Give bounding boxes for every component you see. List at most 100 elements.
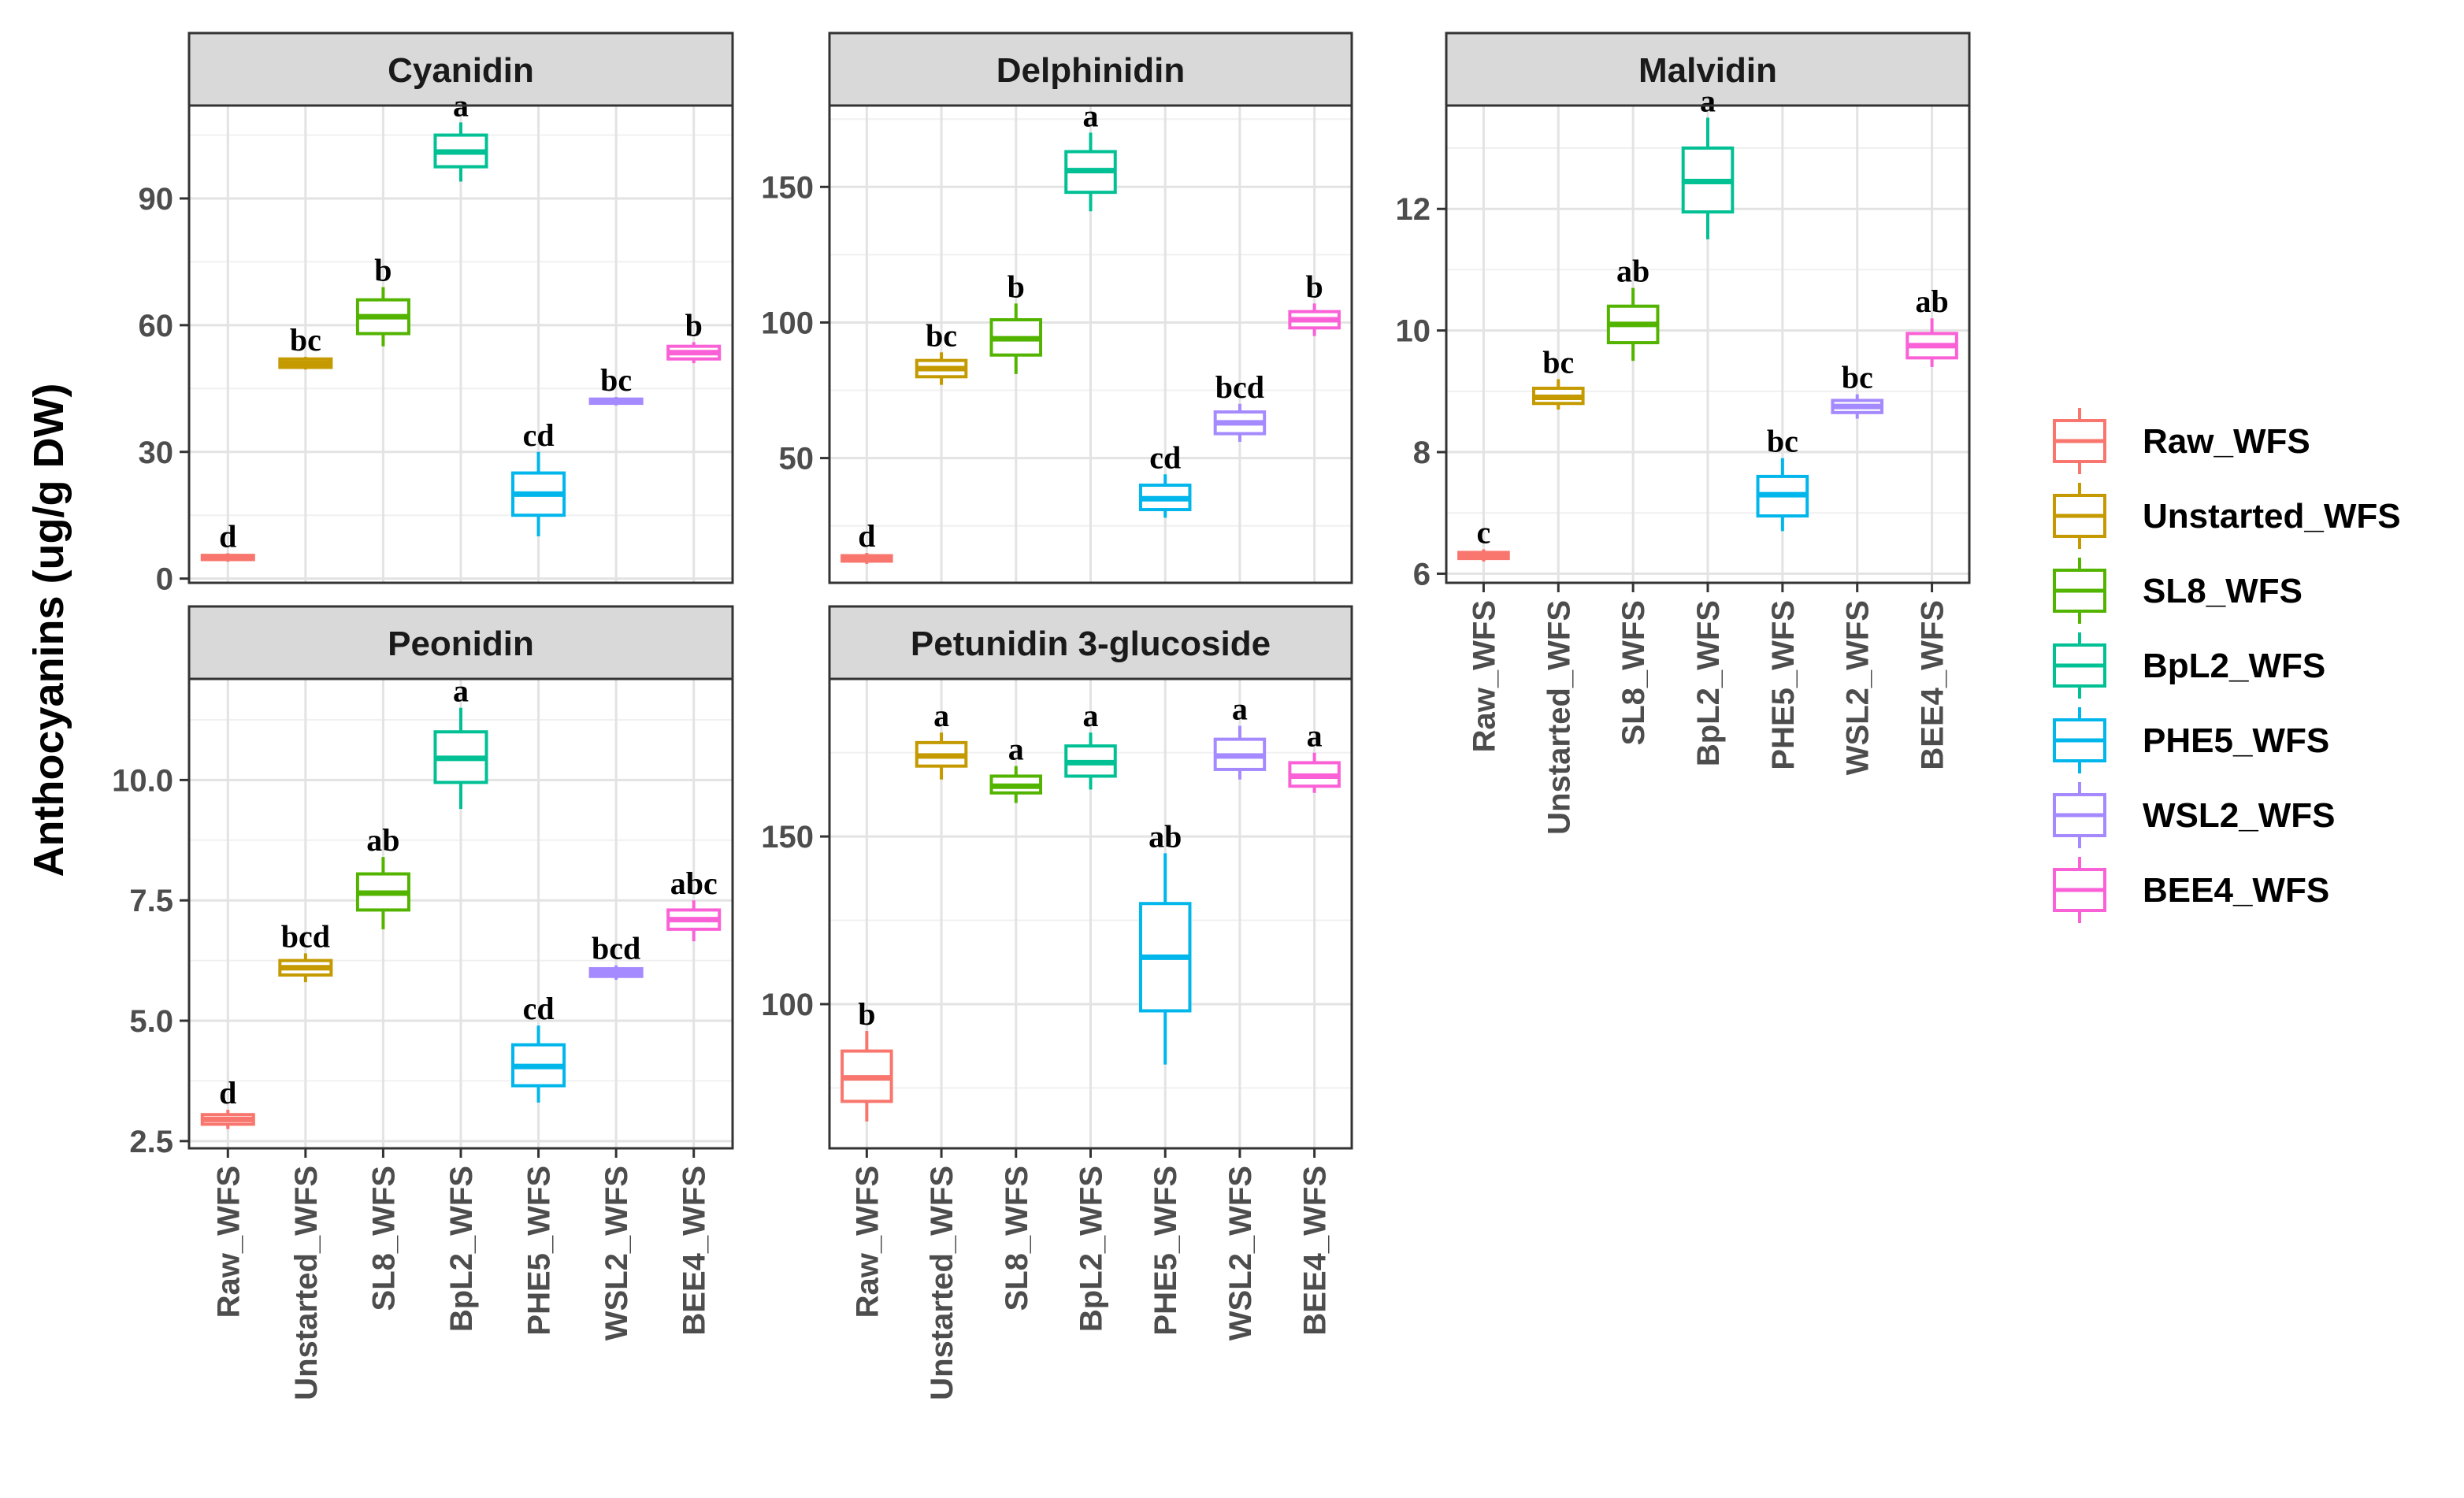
box-delphinidin-bpl2-wfs: a [1064, 98, 1117, 212]
significance-letter: a [1232, 692, 1248, 727]
x-tick-label: SL8_WFS [1616, 600, 1651, 745]
significance-letter: a [1700, 83, 1716, 118]
significance-letter: d [858, 518, 875, 554]
box-delphinidin-phe5-wfs: cd [1138, 439, 1192, 518]
legend-item-phe5-wfs: PHE5_WFS [2053, 707, 2329, 773]
x-tick-label: BEE4_WFS [677, 1166, 712, 1336]
x-tick-label: PHE5_WFS [1149, 1166, 1183, 1336]
strip-petunidin-3-glucoside [828, 605, 1353, 680]
strip-delphinidin [828, 32, 1353, 107]
x-tick-label: PHE5_WFS [522, 1166, 557, 1336]
significance-letter: bc [290, 322, 321, 358]
y-tick-label: 50 [779, 442, 815, 476]
x-tick-label: Unstarted_WFS [1542, 600, 1576, 835]
x-tick-label: BpL2_WFS [1074, 1166, 1109, 1332]
box-malvidin-raw-wfs: c [1457, 515, 1510, 562]
y-axis-label: Anthocyanins (ug/g DW) [25, 384, 72, 877]
box-cyanidin-bpl2-wfs: a [433, 87, 488, 182]
legend-label: BEE4_WFS [2143, 871, 2329, 910]
significance-letter: a [1083, 98, 1099, 133]
strip-title-cyanidin: Cyanidin [388, 51, 534, 90]
significance-letter: ab [1616, 254, 1649, 289]
box-cyanidin-raw-wfs: d [200, 518, 255, 562]
significance-letter: a [933, 698, 949, 733]
strip-peonidin [187, 605, 734, 680]
y-tick-label: 150 [761, 820, 814, 855]
significance-letter: bcd [592, 931, 640, 966]
box-petunidin-3-glucoside-bpl2-wfs: a [1064, 698, 1117, 790]
y-tick-label: 6 [1413, 557, 1431, 591]
box-malvidin-phe5-wfs: bc [1756, 424, 1809, 532]
significance-letter: d [219, 1075, 236, 1111]
x-tick-label: BpL2_WFS [444, 1166, 479, 1332]
x-tick-label: PHE5_WFS [1766, 600, 1801, 770]
box-cyanidin-sl8-wfs: b [355, 253, 410, 347]
strip-title-petunidin-3-glucoside: Petunidin 3-glucoside [911, 625, 1271, 663]
box-delphinidin-unstarted-wfs: bc [915, 317, 968, 385]
significance-letter: a [453, 673, 469, 709]
y-tick-label: 10 [1396, 314, 1431, 349]
x-tick-label: WSL2_WFS [1223, 1166, 1258, 1340]
y-tick-label: 8 [1413, 436, 1431, 470]
y-tick-label: 100 [761, 306, 814, 340]
panel-peonidin: Peonidin2.55.07.510.0dbcdabacdbcdabcRaw_… [112, 605, 734, 1400]
significance-letter: bc [1842, 360, 1873, 395]
legend: Raw_WFS Unstarted_WFS SL8_WFS BpL2_WFS PHE5_… [2053, 408, 2401, 923]
y-tick-label: 12 [1396, 192, 1431, 227]
legend-item-bpl2-wfs: BpL2_WFS [2053, 632, 2325, 699]
legend-item-wsl2-wfs: WSL2_WFS [2053, 782, 2335, 848]
legend-item-raw-wfs: Raw_WFS [2053, 408, 2310, 474]
y-tick-label: 90 [139, 182, 174, 217]
box-delphinidin-wsl2-wfs: bcd [1213, 369, 1267, 442]
x-tick-label: Raw_WFS [850, 1166, 885, 1318]
box-petunidin-3-glucoside-raw-wfs: b [841, 996, 893, 1122]
box-cyanidin-bee4-wfs: b [666, 307, 722, 364]
box-cyanidin-phe5-wfs: cd [511, 417, 566, 537]
x-tick-label: Unstarted_WFS [289, 1166, 324, 1400]
y-tick-label: 30 [139, 436, 174, 470]
significance-letter: b [374, 253, 391, 288]
legend-item-sl8-wfs: SL8_WFS [2053, 558, 2303, 624]
box-petunidin-3-glucoside-phe5-wfs: ab [1138, 818, 1192, 1065]
y-tick-label: 2.5 [129, 1125, 173, 1159]
x-tick-label: Raw_WFS [211, 1166, 246, 1318]
x-tick-label: BpL2_WFS [1691, 600, 1726, 766]
box-peonidin-bpl2-wfs: a [433, 673, 488, 810]
box-malvidin-wsl2-wfs: bc [1831, 360, 1884, 419]
box-malvidin-bee4-wfs: ab [1906, 284, 1958, 367]
legend-label: SL8_WFS [2143, 572, 2303, 610]
x-tick-label: WSL2_WFS [599, 1166, 634, 1340]
significance-letter: a [1083, 698, 1099, 733]
x-tick-label: SL8_WFS [366, 1166, 401, 1311]
significance-letter: c [1477, 515, 1491, 551]
box-peonidin-raw-wfs: d [200, 1075, 255, 1129]
significance-letter: a [1307, 718, 1323, 754]
panel-border-delphinidin [828, 104, 1353, 584]
box-petunidin-3-glucoside-sl8-wfs: a [989, 732, 1043, 803]
significance-letter: b [858, 996, 875, 1032]
box-malvidin-unstarted-wfs: bc [1531, 344, 1585, 410]
box-peonidin-bee4-wfs: abc [666, 866, 722, 942]
box-delphinidin-raw-wfs: d [841, 518, 893, 564]
box-cyanidin-unstarted-wfs: bc [278, 322, 333, 370]
significance-letter: bc [1542, 344, 1574, 380]
x-tick-label: Raw_WFS [1467, 600, 1501, 752]
significance-letter: cd [1149, 439, 1181, 475]
panel-malvidin: Malvidin 6 8 10 12 c bc ab a bc bc ab Raw_WFS Unstart… [1396, 32, 1971, 835]
legend-label: Raw_WFS [2143, 422, 2310, 461]
significance-letter: cd [523, 417, 555, 453]
box-cyanidin-wsl2-wfs: bc [588, 362, 644, 406]
strip-cyanidin [187, 32, 734, 107]
x-tick-label: BEE4_WFS [1298, 1166, 1333, 1336]
strip-title-peonidin: Peonidin [388, 625, 534, 663]
box-peonidin-unstarted-wfs: bcd [278, 918, 333, 983]
strip-title-delphinidin: Delphinidin [996, 51, 1186, 90]
significance-letter: bcd [281, 918, 330, 954]
box-malvidin-sl8-wfs: ab [1606, 254, 1660, 362]
significance-letter: ab [1915, 284, 1948, 319]
significance-letter: d [219, 518, 236, 554]
y-tick-label: 7.5 [129, 884, 173, 918]
y-tick-label: 100 [761, 988, 814, 1022]
y-tick-label: 60 [139, 309, 174, 343]
